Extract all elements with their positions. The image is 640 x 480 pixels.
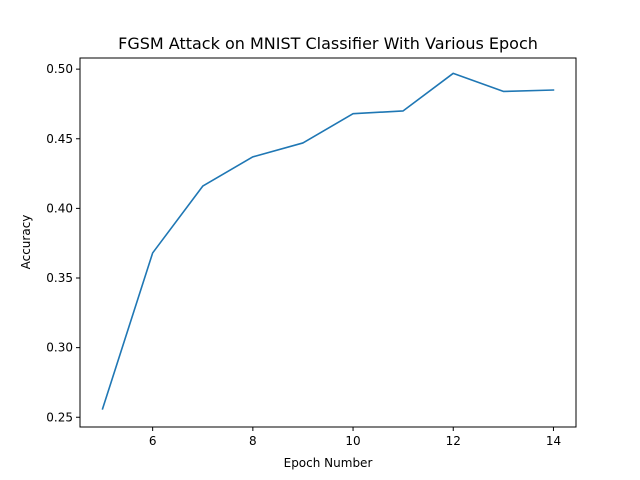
x-tick-label: 8 (249, 434, 257, 448)
y-tick-label: 0.50 (46, 62, 73, 76)
chart-title: FGSM Attack on MNIST Classifier With Var… (118, 34, 538, 53)
axes-frame (79, 57, 577, 428)
y-axis-ticks: 0.25 0.30 0.35 0.40 0.45 0.50 (46, 62, 80, 424)
y-tick-label: 0.40 (46, 201, 73, 215)
y-tick-label: 0.30 (46, 341, 73, 355)
x-axis-ticks: 6 8 10 12 14 (149, 427, 561, 448)
y-axis-label: Accuracy (19, 215, 33, 270)
y-tick-label: 0.25 (46, 410, 73, 424)
series-line-accuracy (101, 72, 555, 410)
x-tick-label: 6 (149, 434, 157, 448)
y-tick-label: 0.35 (46, 271, 73, 285)
y-tick-label: 0.45 (46, 132, 73, 146)
x-axis-label: Epoch Number (284, 456, 373, 470)
x-tick-label: 12 (446, 434, 461, 448)
x-tick-label: 10 (345, 434, 360, 448)
series-layer (101, 72, 555, 410)
x-tick-label: 14 (546, 434, 561, 448)
